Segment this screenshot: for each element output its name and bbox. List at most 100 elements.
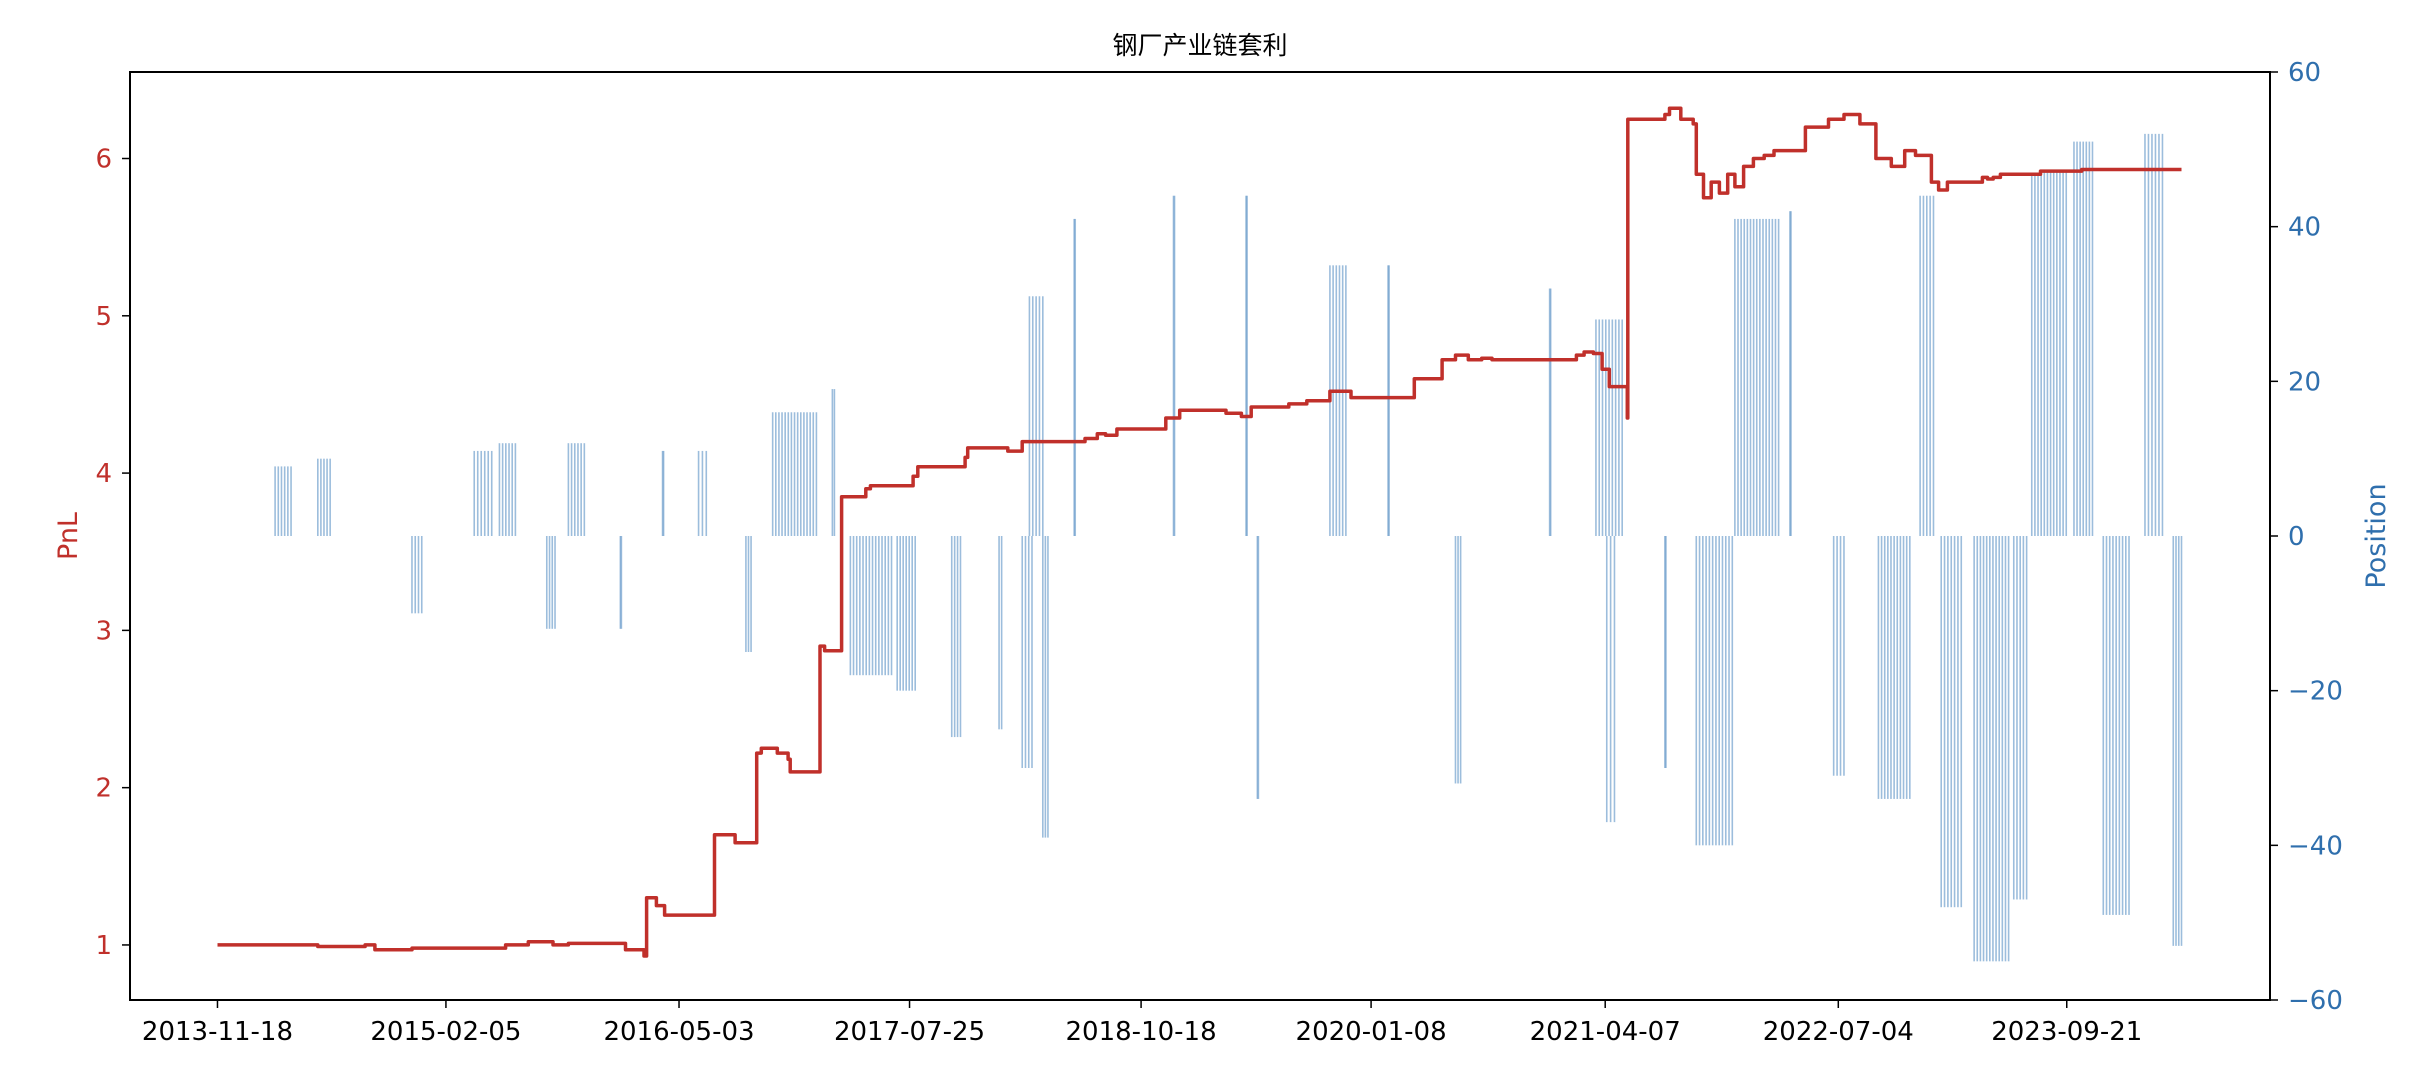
position-bar (2091, 141, 2094, 536)
position-bar (1044, 536, 1047, 838)
x-axis-ticks: 2013-11-18 2015-02-05 2016-05-03 2017-07-25… (142, 1000, 2142, 1047)
position-bar (2088, 141, 2091, 536)
position-bar (2056, 172, 2058, 536)
position-bar (2040, 172, 2042, 536)
position-bar (570, 443, 573, 536)
position-bar (1172, 195, 1175, 537)
position-bar (280, 466, 283, 536)
x-tick-label: 2015-02-05 (370, 1017, 521, 1047)
position-bar (1922, 195, 1925, 537)
position-bar (1605, 536, 1608, 823)
position-bar (277, 466, 280, 536)
x-tick-label: 2020-01-08 (1296, 1017, 1447, 1047)
position-bar (1768, 218, 1771, 536)
position-bar (2052, 172, 2055, 536)
position-bar (411, 536, 413, 614)
position-bar (414, 536, 417, 614)
position-bar (287, 466, 289, 536)
x-tick-label: 2021-04-07 (1530, 1017, 1681, 1047)
position-bar (953, 536, 956, 738)
position-bar (1705, 536, 1707, 846)
position-bar (1031, 296, 1034, 536)
position-bar (2043, 172, 2046, 536)
position-bar (908, 536, 910, 691)
position-bar (849, 536, 852, 676)
position-bar (2025, 536, 2028, 900)
y-tick-label: 2 (95, 774, 112, 804)
y-axis-left-ticks: 1 2 3 4 5 6 (95, 145, 130, 961)
position-bar (2112, 536, 2114, 915)
position-bar (1839, 536, 1842, 776)
x-tick-label: 2017-07-25 (834, 1017, 985, 1047)
position-bar (2001, 536, 2004, 962)
position-bar (959, 536, 962, 738)
position-bar (508, 443, 510, 536)
position-bar (1042, 536, 1044, 838)
position-bar (855, 536, 858, 676)
position-bar (1332, 265, 1334, 536)
position-bar (1843, 536, 1845, 776)
plot-area-frame (129, 71, 2271, 1001)
position-bar (505, 443, 507, 536)
position-bar (1762, 218, 1764, 536)
position-bar (1601, 319, 1604, 536)
position-bar (1737, 218, 1739, 536)
position-bar (884, 536, 886, 676)
position-bar (1715, 536, 1717, 846)
position-bar (662, 450, 665, 536)
position-bar (1880, 536, 1883, 799)
position-bar (887, 536, 890, 676)
position-bar (899, 536, 901, 691)
position-bar (1074, 218, 1077, 536)
position-bar (809, 412, 811, 536)
position-bar (1457, 536, 1459, 784)
position-bar (573, 443, 576, 536)
position-bar (1388, 265, 1390, 536)
position-bar (1608, 319, 1610, 536)
position-bar (998, 536, 1000, 730)
position-bar (2007, 536, 2010, 962)
position-bar (1341, 265, 1344, 536)
position-bar (2180, 536, 2183, 946)
position-bar (1609, 536, 1612, 823)
position-bar (1943, 536, 1946, 908)
y2-tick-label: 40 (2288, 213, 2321, 243)
y-axis-right-ticks: −60 −40 −20 0 20 40 60 (2270, 58, 2343, 1016)
position-bar (914, 536, 916, 691)
position-bar (620, 536, 623, 629)
position-bar (2079, 141, 2081, 536)
position-bar (2059, 172, 2061, 536)
position-bar (1887, 536, 1889, 799)
position-bar (1771, 218, 1774, 536)
position-bar (881, 536, 883, 676)
position-bar (956, 536, 959, 738)
position-bar (2082, 141, 2085, 536)
position-bar (1038, 296, 1041, 536)
position-bar (1731, 536, 1734, 846)
position-bar (902, 536, 904, 691)
position-bar (1740, 218, 1742, 536)
position-bar (1042, 296, 1044, 536)
position-bar (1031, 536, 1033, 768)
position-bar (483, 450, 486, 536)
position-bar (476, 450, 479, 536)
position-bar (1613, 536, 1616, 823)
x-tick-label: 2013-11-18 (142, 1017, 293, 1047)
position-bar (1256, 536, 1259, 799)
y-tick-label: 3 (95, 616, 112, 646)
position-bar (2105, 536, 2108, 915)
position-bar (554, 536, 556, 629)
position-bar (774, 412, 777, 536)
position-bar (473, 450, 476, 536)
position-bar (1335, 265, 1338, 536)
position-bar (1998, 536, 2001, 962)
position-bar (796, 412, 799, 536)
position-bar (511, 443, 514, 536)
position-bar (661, 450, 664, 536)
position-bar (2065, 172, 2068, 536)
position-bar (745, 536, 747, 652)
position-bar (831, 389, 834, 536)
position-bar (1598, 319, 1601, 536)
position-bar (2144, 133, 2146, 536)
